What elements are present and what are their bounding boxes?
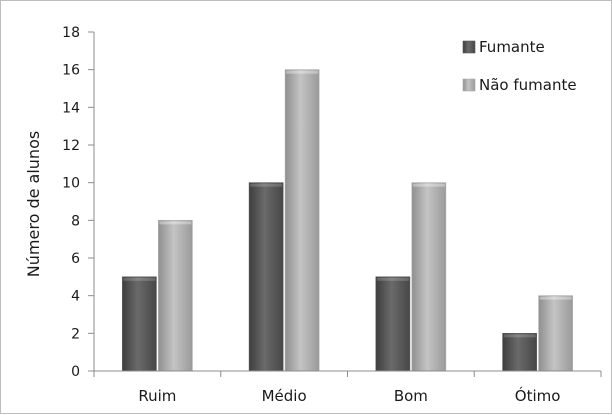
- bar-n-o-fumante-2: [411, 182, 447, 372]
- y-tick-label: 18: [62, 25, 80, 41]
- legend-swatch: [462, 40, 476, 54]
- legend-label: Fumante: [479, 38, 545, 56]
- y-tick-label: 14: [62, 100, 80, 116]
- bar-highlight: [376, 277, 409, 281]
- bar-fumante-0: [122, 276, 157, 372]
- bar-highlight: [250, 183, 283, 187]
- bar-n-o-fumante-1: [284, 69, 320, 372]
- legend-swatch: [462, 78, 476, 92]
- y-tick-label: 2: [71, 326, 80, 342]
- y-axis-ticks: 0 2 4 6 8 10 12 14 16 18: [62, 25, 94, 380]
- bar-highlight: [286, 70, 319, 74]
- bar-n-o-fumante-3: [538, 295, 573, 372]
- x-category-label: Bom: [394, 387, 428, 405]
- bar-n-o-fumante-0: [158, 220, 193, 372]
- y-tick-label: 6: [71, 251, 80, 267]
- bar-fumante-2: [375, 276, 411, 372]
- y-tick-label: 8: [71, 213, 80, 229]
- y-tick-label: 16: [62, 63, 80, 79]
- x-category-label: Ótimo: [515, 386, 561, 405]
- x-category-label: Ruim: [138, 387, 176, 405]
- bars: [122, 69, 573, 372]
- bar-fumante-3: [502, 333, 537, 372]
- x-axis-labels: Ruim Médio Bom Ótimo: [93, 371, 602, 405]
- y-tick-label: 10: [62, 176, 80, 192]
- bar-fumante-1: [248, 182, 284, 372]
- y-tick-label: 0: [71, 364, 80, 380]
- y-tick-label: 12: [62, 138, 80, 154]
- bar-highlight: [412, 183, 445, 187]
- y-tick-label: 4: [71, 289, 80, 305]
- y-axis-title: Número de alunos: [24, 131, 43, 277]
- bar-highlight: [503, 334, 536, 338]
- bar-highlight: [123, 277, 156, 281]
- legend: Fumante Não fumante: [462, 38, 577, 94]
- legend-label: Não fumante: [479, 76, 577, 94]
- bar-highlight: [159, 221, 192, 225]
- bar-highlight: [539, 296, 572, 300]
- x-category-label: Médio: [262, 387, 307, 405]
